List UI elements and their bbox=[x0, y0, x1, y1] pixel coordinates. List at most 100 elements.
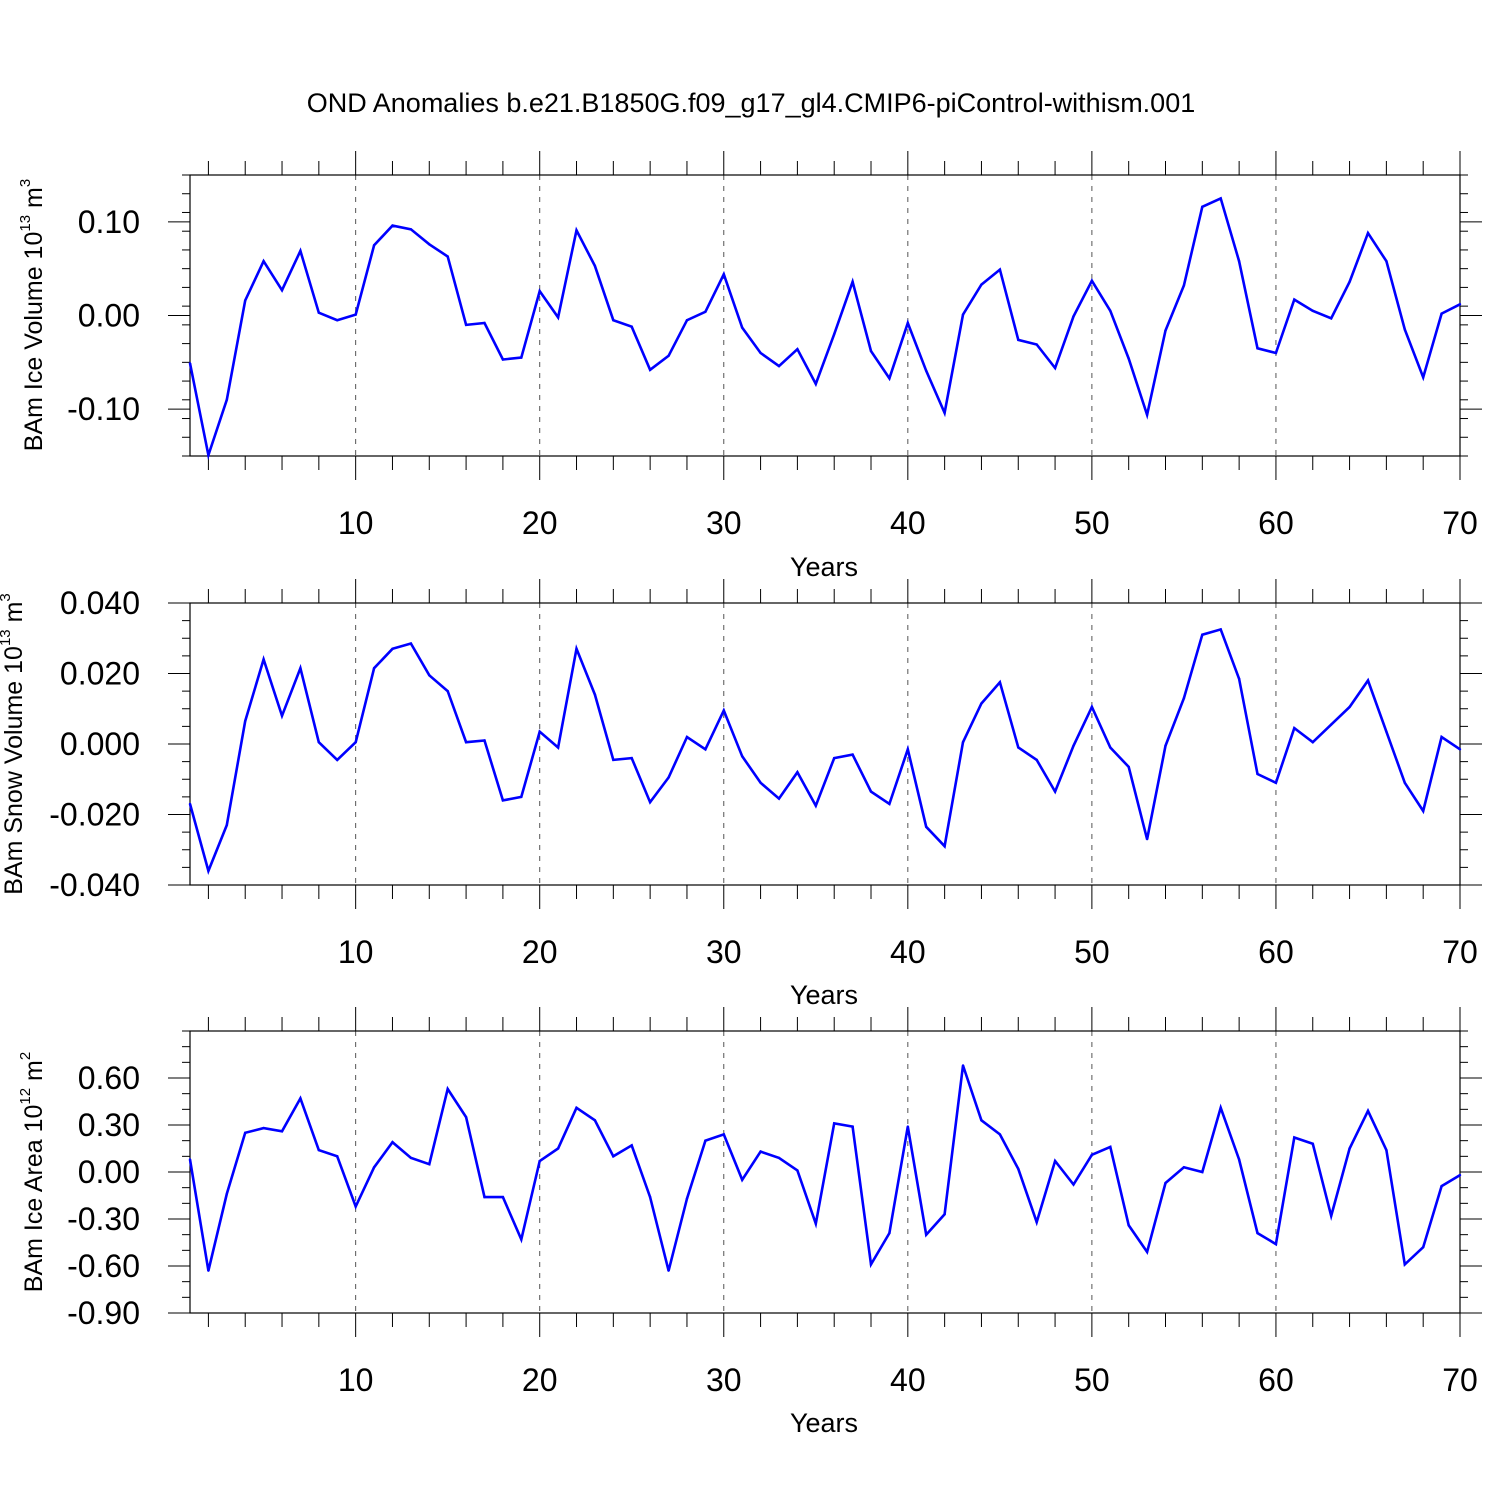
svg-text:BAm Ice Area 1012 m2: BAm Ice Area 1012 m2 bbox=[17, 1052, 48, 1292]
x-tick-label: 70 bbox=[1442, 1362, 1478, 1398]
data-point bbox=[317, 311, 321, 314]
x-tick-label: 20 bbox=[522, 934, 558, 970]
data-point bbox=[354, 313, 357, 316]
data-point bbox=[556, 1147, 560, 1150]
data-point bbox=[648, 800, 652, 804]
data-point bbox=[244, 719, 247, 723]
y-tick-label: -0.30 bbox=[67, 1201, 140, 1237]
data-point bbox=[685, 318, 689, 322]
data-point bbox=[1366, 679, 1370, 682]
data-point bbox=[943, 1213, 946, 1216]
data-point bbox=[483, 1195, 486, 1199]
data-point bbox=[262, 259, 265, 263]
y-tick-label: -0.60 bbox=[67, 1248, 140, 1284]
data-point bbox=[925, 1233, 928, 1236]
data-point bbox=[225, 823, 229, 827]
data-point bbox=[980, 702, 983, 705]
data-point bbox=[575, 647, 578, 651]
data-point bbox=[244, 299, 247, 302]
data-point bbox=[925, 369, 928, 372]
data-point bbox=[575, 229, 578, 232]
data-point bbox=[1293, 1136, 1296, 1139]
ylabel-snow-volume: BAm Snow Volume 1013 m3 bbox=[0, 593, 28, 895]
data-point bbox=[1164, 1181, 1167, 1185]
data-point bbox=[1385, 259, 1388, 263]
data-point bbox=[1274, 351, 1278, 355]
ylabel-unit: m bbox=[20, 187, 48, 215]
data-point bbox=[317, 741, 321, 744]
data-point bbox=[188, 362, 192, 365]
data-point bbox=[851, 753, 854, 756]
data-point bbox=[1274, 781, 1278, 784]
data-point bbox=[520, 1238, 523, 1241]
data-point bbox=[685, 1197, 689, 1200]
data-point bbox=[372, 667, 376, 670]
x-tick-label: 20 bbox=[522, 1362, 558, 1398]
data-point bbox=[1403, 781, 1406, 784]
ylabel-main: BAm Snow Volume 10 bbox=[0, 646, 28, 895]
data-point bbox=[1090, 279, 1094, 283]
data-point bbox=[446, 1087, 449, 1091]
data-point bbox=[740, 755, 744, 758]
data-point bbox=[759, 351, 762, 355]
data-point bbox=[1164, 329, 1167, 332]
data-point bbox=[1201, 633, 1204, 636]
data-point bbox=[1109, 1145, 1112, 1149]
data-point bbox=[1237, 259, 1241, 263]
data-point bbox=[704, 1139, 707, 1142]
data-point bbox=[1053, 1159, 1057, 1163]
ylabel-exponent: 13 bbox=[0, 629, 14, 646]
data-point bbox=[1053, 790, 1057, 793]
data-point bbox=[888, 377, 891, 380]
data-point bbox=[280, 714, 284, 717]
series-line bbox=[188, 196, 1461, 461]
data-point bbox=[1237, 677, 1241, 680]
plot-frame bbox=[189, 1030, 1461, 1314]
data-point bbox=[446, 255, 449, 258]
data-point bbox=[354, 741, 357, 744]
data-point bbox=[391, 224, 394, 227]
data-point bbox=[722, 273, 725, 276]
y-tick-label: 0.60 bbox=[78, 1060, 140, 1096]
data-point bbox=[483, 321, 486, 325]
data-point bbox=[1237, 1158, 1241, 1161]
data-point bbox=[372, 244, 376, 247]
data-point bbox=[869, 1263, 873, 1266]
x-tick-label: 40 bbox=[890, 505, 926, 541]
data-point bbox=[796, 771, 799, 774]
svg-text:BAm Ice Volume 1013 m3: BAm Ice Volume 1013 m3 bbox=[17, 179, 48, 451]
data-point bbox=[1256, 1231, 1259, 1235]
data-point bbox=[796, 348, 799, 351]
data-point bbox=[1035, 1220, 1038, 1224]
data-point bbox=[1201, 1170, 1204, 1174]
data-point bbox=[1182, 1166, 1186, 1169]
data-point bbox=[1219, 197, 1222, 200]
data-point bbox=[998, 268, 1002, 271]
data-point bbox=[961, 313, 965, 316]
y-tick-label: 0.040 bbox=[60, 585, 140, 621]
ylabel-unit: m bbox=[0, 602, 28, 630]
data-point bbox=[943, 845, 946, 848]
y-tick-label: 0.000 bbox=[60, 726, 140, 762]
data-point bbox=[188, 1158, 192, 1161]
data-point bbox=[1109, 309, 1112, 313]
data-point bbox=[1072, 744, 1075, 747]
data-point bbox=[1348, 705, 1351, 709]
data-point bbox=[1219, 628, 1222, 631]
x-tick-label: 30 bbox=[706, 1362, 742, 1398]
data-point bbox=[814, 804, 817, 807]
data-point bbox=[556, 746, 560, 749]
data-point bbox=[1311, 309, 1314, 313]
data-point bbox=[869, 790, 873, 793]
data-point bbox=[1385, 1148, 1388, 1152]
y-tick-label: 0.10 bbox=[78, 204, 140, 240]
data-point bbox=[207, 869, 210, 873]
data-point bbox=[409, 228, 413, 231]
data-point bbox=[464, 741, 468, 744]
data-point bbox=[612, 1155, 615, 1158]
data-point bbox=[1072, 315, 1075, 318]
data-point bbox=[483, 739, 486, 742]
panel-ice-volume: BAm Ice Volume 1013 m3 Years -0.10 0.00 0.… bbox=[17, 151, 1482, 582]
data-point bbox=[501, 358, 505, 361]
